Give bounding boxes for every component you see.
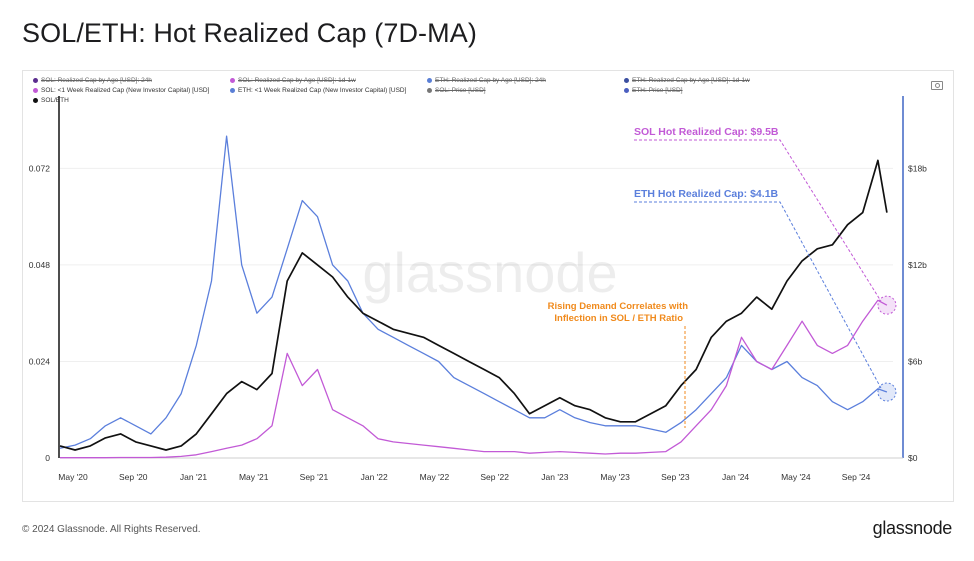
x-tick-label: Sep '22: [480, 472, 509, 482]
chart-panel: SOL: Realized Cap by Age [USD]: 24h SOL: …: [22, 70, 954, 502]
glassnode-logo: glassnode: [872, 518, 953, 538]
legend-label: ETH: <1 Week Realized Cap (New Investor …: [238, 87, 407, 94]
legend-swatch: [230, 88, 235, 93]
x-tick-label: May '24: [781, 472, 811, 482]
legend-swatch: [33, 98, 38, 103]
annotation-sol-leader: [634, 139, 882, 302]
sol-end-marker: [877, 295, 897, 315]
annotation-eth-hot: ETH Hot Realized Cap: $4.1B: [634, 188, 779, 200]
x-tick-label: May '23: [600, 472, 630, 482]
x-tick-label: Sep '21: [300, 472, 329, 482]
legend-swatch: [427, 88, 432, 93]
legend-item[interactable]: SOL: Realized Cap by Age [USD]: 24h: [33, 77, 230, 84]
x-tick-label: Sep '20: [119, 472, 148, 482]
copyright-text: © 2024 Glassnode. All Rights Reserved.: [22, 524, 201, 535]
x-tick-label: May '21: [239, 472, 269, 482]
series-line-1: [60, 299, 888, 459]
annotation-demand-line2: Inflection in SOL / ETH Ratio: [554, 313, 683, 324]
legend-item[interactable]: SOL: <1 Week Realized Cap (New Investor …: [33, 87, 230, 94]
y-left-tick-label: 0.024: [29, 356, 51, 366]
y-left-tick-label: 0.072: [29, 163, 51, 173]
chart-title: SOL/ETH: Hot Realized Cap (7D-MA): [22, 18, 477, 48]
legend-label: ETH: Price [USD]: [632, 87, 683, 94]
legend-item[interactable]: ETH: Realized Cap by Age [USD]: 24h: [427, 77, 624, 84]
legend-item[interactable]: ETH: Realized Cap by Age [USD]: 1d-1w: [624, 77, 821, 84]
legend-swatch: [230, 78, 235, 83]
y-left-tick-label: 0: [45, 453, 50, 463]
legend-swatch: [33, 78, 38, 83]
legend-item[interactable]: SOL: Price [USD]: [427, 87, 624, 94]
legend-label: SOL/ETH: [41, 97, 69, 104]
legend-swatch: [624, 88, 629, 93]
x-tick-label: May '20: [58, 472, 88, 482]
legend-label: SOL: Realized Cap by Age [USD]: 24h: [41, 77, 152, 84]
legend-swatch: [624, 78, 629, 83]
x-tick-label: Sep '24: [842, 472, 871, 482]
camera-icon[interactable]: [931, 81, 943, 90]
eth-end-marker: [877, 382, 897, 402]
legend: SOL: Realized Cap by Age [USD]: 24h SOL: …: [33, 77, 913, 104]
series-line-0: [59, 159, 888, 451]
legend-item[interactable]: SOL: Realized Cap by Age [USD]: 1d-1w: [230, 77, 427, 84]
x-tick-label: Jan '22: [361, 472, 388, 482]
annotation-sol-hot: SOL Hot Realized Cap: $9.5B: [634, 126, 779, 138]
legend-label: SOL: Price [USD]: [435, 87, 486, 94]
y-right-tick-label: $18b: [908, 163, 927, 173]
legend-label: SOL: Realized Cap by Age [USD]: 1d-1w: [238, 77, 356, 84]
legend-item[interactable]: ETH: <1 Week Realized Cap (New Investor …: [230, 87, 427, 94]
legend-swatch: [33, 88, 38, 93]
y-right-tick-label: $12b: [908, 260, 927, 270]
legend-swatch: [427, 78, 432, 83]
y-right-tick-label: $0: [908, 453, 918, 463]
watermark: glassnode: [362, 241, 617, 304]
annotation-eth-leader: [634, 201, 882, 389]
legend-label: ETH: Realized Cap by Age [USD]: 1d-1w: [632, 77, 750, 84]
series-line-2: [59, 135, 888, 449]
legend-label: ETH: Realized Cap by Age [USD]: 24h: [435, 77, 546, 84]
legend-item[interactable]: SOL/ETH: [33, 97, 230, 104]
x-tick-label: Jan '24: [722, 472, 749, 482]
annotation-demand-line1: Rising Demand Correlates with: [548, 301, 689, 312]
y-right-tick-label: $6b: [908, 356, 922, 366]
legend-label: SOL: <1 Week Realized Cap (New Investor …: [41, 87, 210, 94]
y-left-tick-label: 0.048: [29, 260, 51, 270]
x-tick-label: Sep '23: [661, 472, 690, 482]
x-tick-label: Jan '21: [180, 472, 207, 482]
x-tick-label: May '22: [420, 472, 450, 482]
x-tick-label: Jan '23: [541, 472, 568, 482]
legend-item[interactable]: ETH: Price [USD]: [624, 87, 821, 94]
